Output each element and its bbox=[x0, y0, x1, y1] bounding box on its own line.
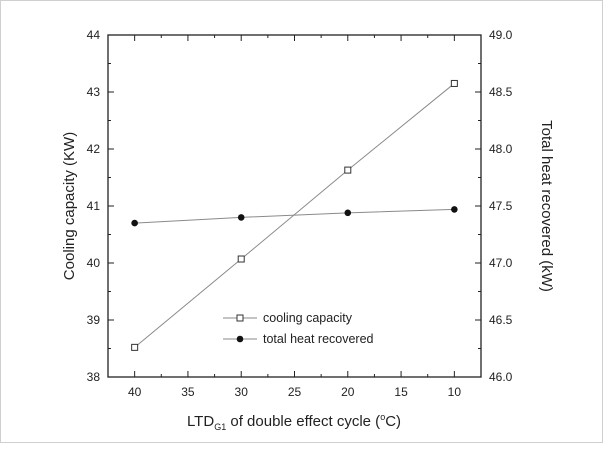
x-axis-title-middle: of double effect cycle ( bbox=[226, 413, 380, 430]
x-axis-title: LTDG1 of double effect cycle (oC) bbox=[187, 412, 401, 432]
y-right-tick-label: 46.5 bbox=[489, 313, 513, 327]
y-axis-left-title: Cooling capacity (KW) bbox=[61, 132, 78, 280]
y-left-tick-label: 38 bbox=[87, 370, 101, 384]
x-tick-label: 20 bbox=[341, 385, 355, 399]
y-left-tick-label: 42 bbox=[87, 142, 101, 156]
y-axis-right-title: Total heat recovered (kW) bbox=[538, 120, 555, 292]
y-right-tick-label: 47.5 bbox=[489, 199, 513, 213]
y-left-tick-label: 44 bbox=[87, 28, 101, 42]
y-right-tick-label: 47.0 bbox=[489, 256, 513, 270]
data-point-cooling-capacity bbox=[131, 343, 139, 351]
x-tick-label: 10 bbox=[448, 385, 462, 399]
legend-label-cooling-capacity: cooling capacity bbox=[263, 311, 353, 325]
data-point-cooling-capacity bbox=[450, 79, 458, 87]
series-line-total-heat-recovered bbox=[134, 208, 455, 224]
y-right-tick-label: 48.5 bbox=[489, 85, 513, 99]
data-point-cooling-capacity bbox=[237, 255, 245, 263]
y-left-tick-label: 39 bbox=[87, 313, 101, 327]
y-right-tick-label: 48.0 bbox=[489, 142, 513, 156]
data-point-total-heat-recovered bbox=[451, 206, 458, 213]
y-right-tick-label: 49.0 bbox=[489, 28, 513, 42]
x-tick-label: 15 bbox=[394, 385, 408, 399]
series-layer bbox=[131, 79, 458, 351]
legend-label-total-heat-recovered: total heat recovered bbox=[263, 332, 374, 346]
y-right-tick-label: 46.0 bbox=[489, 370, 513, 384]
data-point-total-heat-recovered bbox=[344, 209, 352, 217]
x-tick-label: 30 bbox=[235, 385, 249, 399]
y-left-tick-label: 41 bbox=[87, 199, 101, 213]
plot-area-frame bbox=[107, 34, 482, 378]
legend-marker-total-heat-recovered bbox=[236, 335, 244, 343]
data-point-cooling-capacity bbox=[344, 166, 352, 174]
legend: cooling capacity total heat recovered bbox=[223, 311, 374, 346]
data-point-total-heat-recovered bbox=[237, 214, 245, 221]
y-left-tick-label: 43 bbox=[87, 85, 101, 99]
legend-marker-cooling-capacity bbox=[236, 314, 244, 322]
x-axis-title-subscript: G1 bbox=[214, 422, 226, 432]
y-left-tick-label: 40 bbox=[87, 256, 101, 270]
x-tick-label: 25 bbox=[288, 385, 302, 399]
x-tick-label: 35 bbox=[181, 385, 195, 399]
ticks-group: 40 35 30 25 20 15 10 38 39 40 41 42 43 44 46.0 46.5 47.0… bbox=[87, 28, 513, 399]
series-line-cooling-capacity bbox=[134, 83, 455, 348]
data-point-total-heat-recovered bbox=[131, 219, 138, 227]
x-axis-title-superscript: o bbox=[380, 412, 385, 422]
x-tick-label: 40 bbox=[128, 385, 142, 399]
x-axis-title-prefix: LTD bbox=[187, 413, 214, 430]
x-axis-title-suffix: C) bbox=[385, 413, 401, 430]
